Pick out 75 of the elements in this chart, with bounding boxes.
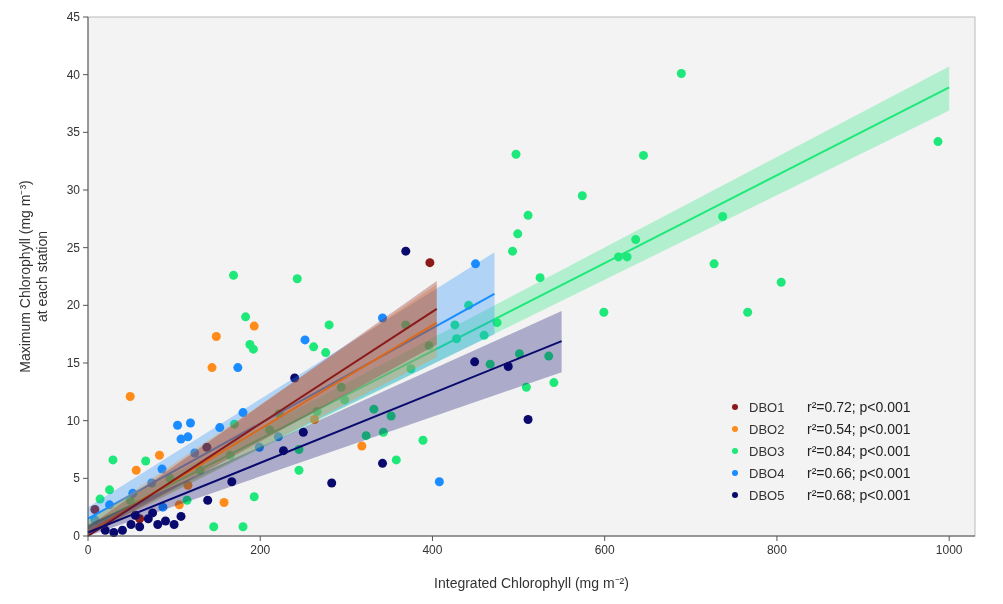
point [158,502,168,512]
point [219,498,229,508]
x-tick-label: 800 [766,543,788,557]
point [202,442,212,452]
x-tick-label: 600 [594,543,616,557]
annotation: r²=0.68; p<0.001 [807,487,911,503]
x-axis-title: Integrated Chlorophyll (mg m⁻²) [434,575,629,591]
point [135,522,145,532]
point [148,508,158,518]
point [203,495,213,505]
point [173,420,183,430]
point [238,408,248,418]
point [254,442,264,452]
annotation: r²=0.84; p<0.001 [807,443,911,459]
point [161,516,171,526]
point [169,519,179,529]
point [425,258,435,268]
point [117,525,127,535]
y-tick-label: 40 [66,67,81,82]
annotation: r²=0.54; p<0.001 [807,421,911,437]
point [126,519,136,529]
y-tick-label: 30 [66,183,81,197]
point [309,415,319,425]
annotation: r²=0.72; p<0.001 [807,399,911,415]
point [215,423,225,433]
point [153,519,163,529]
legend-label: DBO3 [749,444,785,459]
y-tick-label: 45 [66,10,81,24]
point [227,477,237,487]
point [401,246,411,256]
point [327,478,337,488]
point [273,432,283,442]
x-tick-label: 200 [250,543,271,557]
point [470,357,480,367]
point [211,331,221,341]
point [90,504,100,514]
point [523,415,533,425]
y-tick-label: 0 [73,529,81,543]
x-tick-label: 0 [84,543,92,557]
y-tick-label: 10 [66,413,81,428]
legend-label: DBO2 [749,422,785,437]
point [434,477,444,487]
point [300,335,310,345]
point [471,259,481,269]
point [357,441,367,451]
point [207,363,217,373]
point [174,500,184,510]
y-tick-label: 20 [66,298,81,313]
annotation: r²=0.66; p<0.001 [807,465,911,481]
x-tick-label: 400 [422,543,443,557]
point [176,511,186,521]
point [125,391,135,401]
x-tick-label: 1000 [935,543,963,557]
y-tick-label: 35 [66,125,81,140]
point [157,464,167,474]
point [131,465,141,475]
point [233,363,243,373]
y-axis-title: Maximum Chlorophyll (mg m⁻³) at each station [16,180,50,373]
point [185,418,195,428]
point [183,480,193,490]
legend-label: DBO1 [749,400,785,415]
point [378,313,388,323]
point [298,427,308,437]
point [183,432,193,442]
point [290,373,300,383]
point [154,450,164,460]
y-tick-label: 25 [66,240,81,255]
y-tick-label: 15 [66,356,81,370]
legend-label: DBO5 [749,488,785,503]
point [249,321,259,331]
point [100,525,110,535]
point [190,448,200,458]
point [378,458,388,468]
y-tick-label: 5 [73,471,81,486]
legend-label: DBO4 [749,466,785,481]
